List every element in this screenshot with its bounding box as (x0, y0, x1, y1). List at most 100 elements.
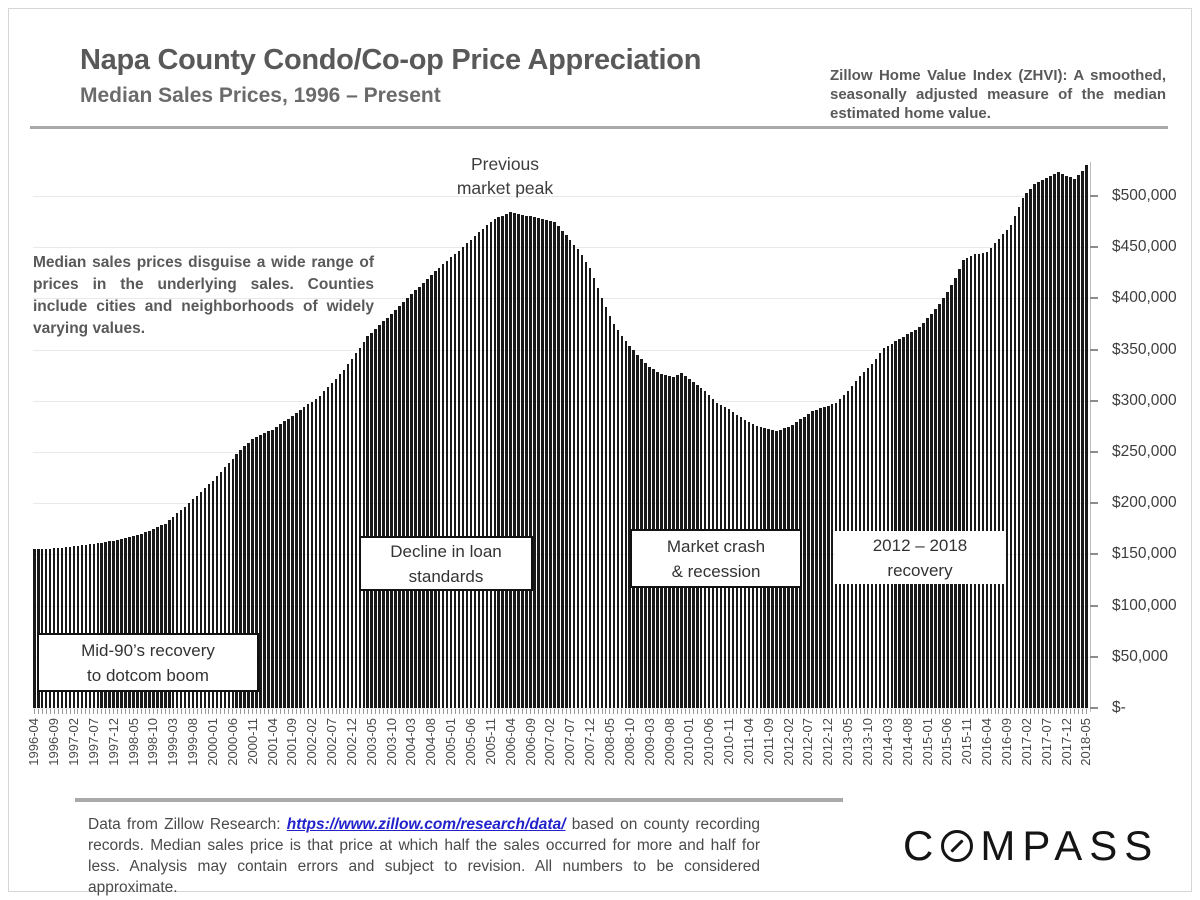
x-axis-tick (240, 709, 242, 714)
x-axis-tick (744, 709, 746, 714)
bar-month-222 (914, 329, 917, 708)
bar-month-35 (171, 516, 175, 708)
bar-month-38 (183, 506, 187, 708)
x-axis-tick (430, 709, 432, 714)
bar-month-244 (1001, 234, 1005, 708)
bar-month-45 (211, 480, 215, 708)
x-axis-tick (291, 709, 293, 714)
x-axis-tick (772, 709, 774, 714)
x-axis-tick (549, 709, 551, 714)
callout-market-crash: Market crash & recession (630, 529, 802, 588)
x-axis-tick (891, 709, 893, 714)
y-tick-label: $300,000 (1112, 391, 1177, 409)
x-axis-tick (387, 709, 389, 714)
x-axis-tick (637, 709, 639, 714)
x-axis-tick (1038, 709, 1040, 714)
bar-month-77 (338, 374, 342, 708)
x-axis-tick (819, 709, 821, 714)
x-tick-label: 2000-06 (224, 718, 240, 766)
x-axis-tick (557, 709, 559, 714)
x-axis-tick (232, 709, 234, 714)
x-axis-tick (855, 709, 857, 714)
bar-month-111 (473, 235, 477, 708)
bar-month-34 (167, 520, 171, 708)
x-axis-tick (617, 709, 619, 714)
x-axis-tick (760, 709, 762, 714)
x-axis-tick (633, 709, 635, 714)
bar-month-149 (624, 341, 628, 708)
bar-month-24 (128, 537, 131, 708)
x-tick-label: 2010-11 (721, 718, 736, 765)
bar-month-10 (72, 546, 76, 708)
x-tick-label: 2005-01 (443, 718, 459, 766)
x-axis-tick (823, 709, 825, 714)
x-axis-tick (160, 709, 162, 714)
bar-month-124 (525, 215, 528, 708)
bar-month-9 (68, 546, 72, 708)
bar-month-261 (1069, 177, 1072, 708)
bar-month-91 (394, 309, 397, 708)
bar-month-52 (239, 450, 242, 708)
x-axis-tick (1018, 709, 1020, 714)
bar-month-201 (830, 404, 834, 708)
x-tick-label: 1997-02 (66, 718, 81, 766)
x-axis-tick (589, 709, 591, 714)
x-tick-label: 2005-11 (482, 718, 498, 765)
x-axis-tick (406, 709, 408, 714)
callout-line: recovery (887, 560, 953, 580)
x-axis-tick (61, 709, 63, 714)
bar-month-85 (370, 332, 373, 708)
bar-month-214 (882, 347, 886, 708)
bar-month-93 (402, 302, 405, 708)
bar-month-218 (898, 339, 901, 708)
bar-month-139 (584, 261, 588, 708)
bar-month-117 (497, 217, 501, 708)
x-axis-tick (260, 709, 262, 714)
x-axis-tick (573, 709, 575, 714)
x-axis-tick (208, 709, 210, 714)
callout-line: Market crash (666, 536, 766, 556)
x-axis-tick (815, 709, 817, 714)
x-tick-label: 1996-09 (46, 718, 62, 766)
bar-month-150 (628, 345, 632, 708)
bar-month-69 (306, 404, 310, 708)
x-axis-tick (1034, 709, 1036, 714)
x-axis-tick (287, 709, 289, 714)
x-axis-tick (970, 709, 972, 714)
x-axis-tick (1054, 709, 1056, 714)
bar-month-87 (378, 325, 381, 708)
compass-logo-o-icon (941, 830, 974, 862)
bar-month-228 (938, 303, 941, 708)
x-axis-tick (295, 709, 297, 714)
x-axis-tick (458, 709, 460, 714)
x-tick-label: 2011-04 (740, 718, 756, 765)
x-axis-tick (843, 709, 845, 714)
x-tick-label: 2006-04 (502, 718, 518, 766)
bar-month-89 (386, 317, 389, 708)
bar-month-78 (342, 370, 346, 708)
bar-month-254 (1041, 179, 1044, 708)
x-axis-tick (426, 709, 428, 714)
bar-month-86 (374, 328, 377, 708)
y-tick-0 (1090, 707, 1098, 709)
bar-month-141 (592, 277, 596, 708)
bar-month-241 (989, 247, 993, 708)
bar-month-215 (886, 345, 890, 708)
zillow-research-link[interactable]: https://www.zillow.com/research/data/ (286, 816, 566, 833)
x-axis-tick (776, 709, 778, 714)
bar-month-59 (267, 431, 270, 708)
bar-month-21 (116, 540, 119, 708)
x-axis-tick (676, 709, 678, 714)
x-axis-tick (672, 709, 674, 714)
y-tick-label: $400,000 (1112, 289, 1177, 307)
x-axis-tick (212, 709, 214, 714)
bar-month-107 (457, 250, 461, 708)
x-axis-tick (1022, 709, 1024, 714)
x-axis-tick (65, 709, 67, 714)
bar-month-252 (1033, 183, 1036, 708)
x-axis-tick (252, 709, 254, 714)
x-tick-label: 2010-01 (681, 718, 697, 766)
x-axis-tick (335, 709, 337, 714)
bar-month-262 (1073, 178, 1076, 708)
x-axis-tick (97, 709, 99, 714)
